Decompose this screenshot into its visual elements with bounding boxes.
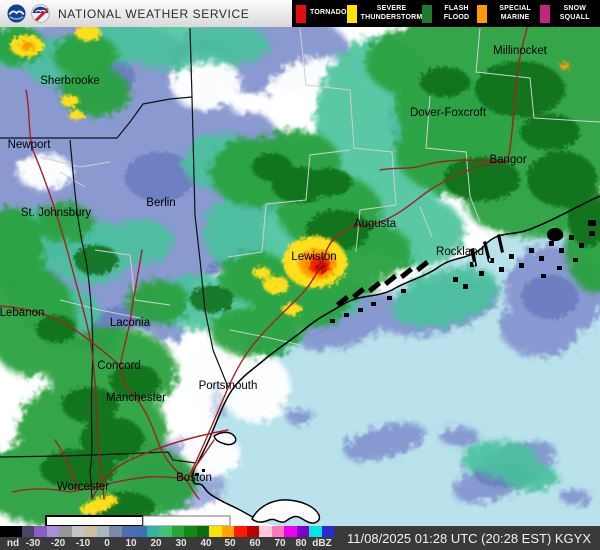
colorbar-segment-24 bbox=[321, 526, 335, 537]
city-label-st-johnsbury: St. Johnsbury bbox=[20, 207, 92, 219]
city-label-millinocket: Millinocket bbox=[493, 45, 547, 57]
legend-item-severe-thunderstorm: SEVERE THUNDERSTORM bbox=[346, 4, 423, 23]
state-borders bbox=[0, 27, 229, 500]
agency-title: NATIONAL WEATHER SERVICE bbox=[58, 6, 250, 21]
scale-bar-inset bbox=[45, 515, 231, 526]
county-borders bbox=[39, 27, 600, 346]
city-label-laconia: Laconia bbox=[109, 317, 151, 329]
colorbar-tick-50: 50 bbox=[224, 538, 236, 549]
legend-swatch-tornado bbox=[296, 4, 306, 23]
colorbar-segment-18 bbox=[246, 526, 260, 537]
city-label-portsmouth: Portsmouth bbox=[198, 380, 258, 392]
colorbar-segment-3 bbox=[59, 526, 73, 537]
colorbar-tick-20: -20 bbox=[50, 538, 66, 549]
roads bbox=[0, 27, 528, 500]
noaa-logo-icon bbox=[7, 4, 26, 23]
colorbar-tick-80: 80 bbox=[295, 538, 307, 549]
legend-item-snow-squall: SNOW SQUALL bbox=[539, 4, 596, 23]
colorbar-segment-6 bbox=[96, 526, 110, 537]
colorbar-segment-nd bbox=[0, 526, 22, 537]
brand-area: NATIONAL WEATHER SERVICE bbox=[0, 0, 292, 27]
warning-legend: TORNADO SEVERE THUNDERSTORM FLASH FLOOD SPE… bbox=[292, 0, 600, 27]
colorbar-segment-8 bbox=[121, 526, 135, 537]
colorbar-segment-15 bbox=[209, 526, 223, 537]
colorbar-segment-9 bbox=[134, 526, 148, 537]
colorbar-segment-12 bbox=[171, 526, 185, 537]
city-label-bangor: Bangor bbox=[489, 154, 527, 166]
top-bar: NATIONAL WEATHER SERVICE TORNADO SEVERE T… bbox=[0, 0, 600, 27]
colorbar-segment-10 bbox=[146, 526, 160, 537]
colorbar-segment-22 bbox=[296, 526, 310, 537]
nws-logo-icon bbox=[31, 4, 50, 23]
radar-map bbox=[0, 27, 600, 526]
city-label-dover-foxcroft: Dover-Foxcroft bbox=[409, 107, 487, 119]
colorbar-segment-1 bbox=[34, 526, 48, 537]
colorbar-segment-14 bbox=[196, 526, 210, 537]
city-label-augusta: Augusta bbox=[353, 218, 397, 230]
colorbar-segment-11 bbox=[159, 526, 173, 537]
legend-label: TORNADO bbox=[310, 9, 347, 17]
colorbar-tick-10: -10 bbox=[75, 538, 91, 549]
legend-label: SNOW SQUALL bbox=[559, 5, 590, 21]
colorbar-segment-13 bbox=[184, 526, 198, 537]
legend-label: FLASH FLOOD bbox=[443, 5, 470, 21]
city-label-worcester: Worcester bbox=[56, 481, 110, 493]
city-label-boston: Boston bbox=[176, 472, 212, 484]
colorbar-segment-5 bbox=[84, 526, 98, 537]
legend-item-flash-flood: FLASH FLOOD bbox=[422, 4, 476, 23]
city-label-sherbrooke: Sherbrooke bbox=[40, 75, 100, 87]
city-label-manchester: Manchester bbox=[105, 392, 167, 404]
colorbar-segment-23 bbox=[309, 526, 322, 537]
colorbar-tick-60: 60 bbox=[249, 538, 261, 549]
colorbar-tick-30: -30 bbox=[25, 538, 41, 549]
legend-swatch-severe-thunderstorm bbox=[346, 4, 357, 23]
bottom-bar: nd -30 -20 -10 0 10 20 30 40 50 60 70 80 dBZ 11/08/20… bbox=[0, 526, 600, 550]
colorbar-segment-4 bbox=[71, 526, 85, 537]
colorbar-segment-17 bbox=[234, 526, 248, 537]
colorbar-tick-40: 40 bbox=[200, 538, 212, 549]
colorbar-tick-20: 20 bbox=[150, 538, 162, 549]
colorbar-segment-19 bbox=[259, 526, 273, 537]
colorbar-segment-7 bbox=[109, 526, 123, 537]
colorbar-segment-20 bbox=[271, 526, 285, 537]
colorbar-tick-70: 70 bbox=[274, 538, 286, 549]
legend-swatch-snow-squall bbox=[539, 4, 550, 23]
colorbar-tick-nd: nd bbox=[6, 538, 20, 549]
colorbar-segment-16 bbox=[221, 526, 235, 537]
city-label-rockland: Rockland bbox=[436, 246, 484, 258]
city-label-lebanon: Lebanon bbox=[0, 307, 45, 319]
city-label-concord: Concord bbox=[97, 360, 141, 372]
radar-map-container: Sherbrooke Millinocket Dover-Foxcroft Newpo… bbox=[0, 27, 600, 526]
timestamp: 11/08/2025 01:28 UTC (20:28 EST) KGYX bbox=[347, 531, 592, 546]
colorbar-segment-0 bbox=[22, 526, 35, 537]
colorbar-tick-30: 30 bbox=[175, 538, 187, 549]
colorbar-tick-0: 0 bbox=[104, 538, 110, 549]
city-label-berlin: Berlin bbox=[146, 197, 176, 209]
coastline bbox=[191, 195, 600, 524]
legend-swatch-flash-flood bbox=[422, 4, 433, 23]
city-label-newport: Newport bbox=[7, 139, 51, 151]
legend-item-tornado: TORNADO bbox=[296, 4, 347, 23]
colorbar-tick-10: 10 bbox=[125, 538, 137, 549]
legend-label: SEVERE THUNDERSTORM bbox=[360, 5, 423, 21]
colorbar-tick-dbz: dBZ bbox=[312, 538, 332, 549]
legend-swatch-special-marine bbox=[476, 4, 487, 23]
legend-item-special-marine: SPECIAL MARINE bbox=[476, 4, 540, 23]
city-label-lewiston: Lewiston bbox=[291, 251, 337, 263]
colorbar-segment-2 bbox=[46, 526, 60, 537]
legend-label: SPECIAL MARINE bbox=[499, 5, 531, 21]
colorbar-segment-21 bbox=[284, 526, 298, 537]
